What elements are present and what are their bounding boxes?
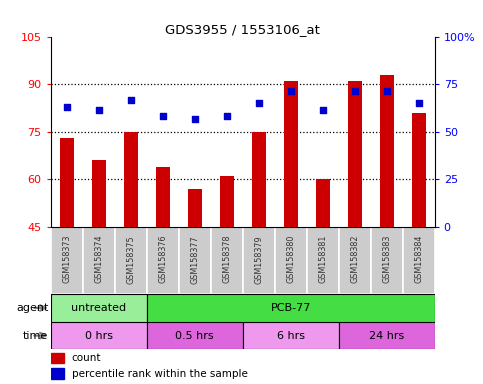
Text: GSM158382: GSM158382 [350,235,359,283]
Text: GSM158383: GSM158383 [382,235,391,283]
Bar [51,294,147,322]
Bar [124,132,138,227]
Text: GSM158375: GSM158375 [126,235,135,283]
Point [127,97,135,103]
Bar [51,322,147,349]
Bar [412,113,426,227]
Point [95,107,102,113]
Bar [243,322,339,349]
Bar [371,227,403,294]
Point [415,100,423,106]
Bar [315,179,330,227]
Text: GSM158373: GSM158373 [62,235,71,283]
Point [287,88,295,94]
Text: GSM158377: GSM158377 [190,235,199,283]
Bar [187,189,202,227]
Point [383,88,391,94]
Text: count: count [72,353,101,362]
Text: GSM158374: GSM158374 [94,235,103,283]
Bar [147,322,243,349]
Point [63,104,71,110]
Point [319,107,327,113]
Text: 0.5 hrs: 0.5 hrs [175,331,214,341]
Bar [51,368,64,379]
Bar [275,227,307,294]
Point [255,100,263,106]
Text: 0 hrs: 0 hrs [85,331,113,341]
Point [159,113,167,119]
Bar [179,227,211,294]
Point [351,88,358,94]
Text: GSM158381: GSM158381 [318,235,327,283]
Bar [156,167,170,227]
Text: 6 hrs: 6 hrs [277,331,305,341]
Bar [83,227,115,294]
Bar [403,227,435,294]
Bar [219,176,234,227]
Text: GSM158380: GSM158380 [286,235,295,283]
Point [223,113,230,119]
Text: GSM158376: GSM158376 [158,235,167,283]
Bar [147,227,179,294]
Text: agent: agent [16,303,48,313]
Bar [51,353,64,363]
Text: percentile rank within the sample: percentile rank within the sample [72,369,248,379]
Bar [51,227,83,294]
Bar [252,132,266,227]
Bar [284,81,298,227]
Bar [339,322,435,349]
Bar [211,227,242,294]
Text: time: time [23,331,48,341]
Point [191,116,199,122]
Text: 24 hrs: 24 hrs [369,331,404,341]
Bar [347,81,362,227]
Bar [91,161,106,227]
Title: GDS3955 / 1553106_at: GDS3955 / 1553106_at [165,23,320,36]
Bar [243,227,275,294]
Bar [115,227,147,294]
Bar [147,294,435,322]
Bar [59,138,74,227]
Text: GSM158378: GSM158378 [222,235,231,283]
Bar [380,75,394,227]
Text: untreated: untreated [71,303,126,313]
Text: PCB-77: PCB-77 [270,303,311,313]
Bar [307,227,339,294]
Text: GSM158384: GSM158384 [414,235,423,283]
Bar [339,227,371,294]
Text: GSM158379: GSM158379 [254,235,263,283]
